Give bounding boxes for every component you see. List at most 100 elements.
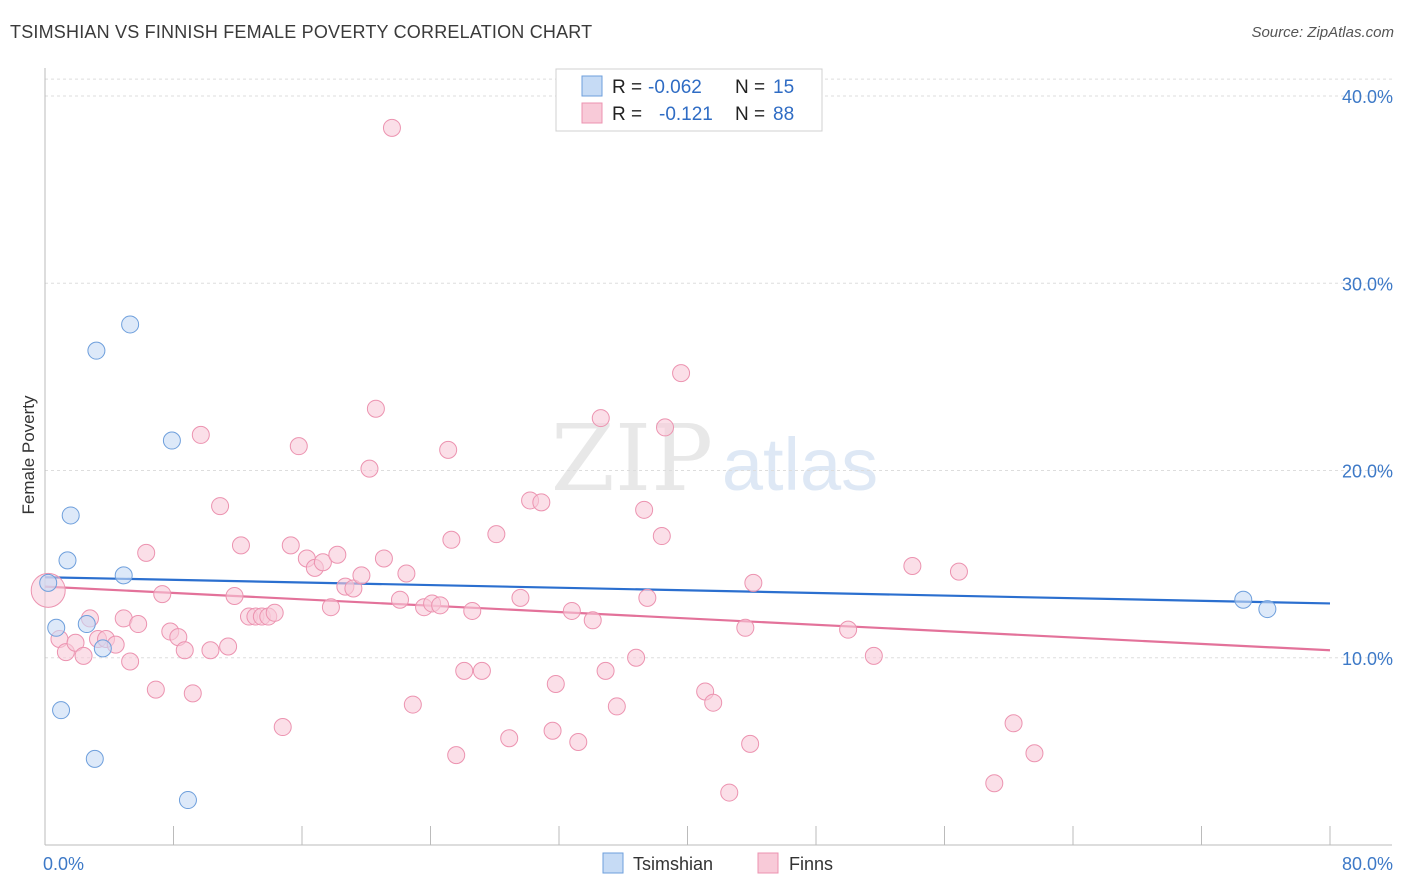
point-finns <box>1025 744 1044 763</box>
point-finns <box>146 680 165 699</box>
point-finns <box>382 118 401 137</box>
point-tsimshian <box>61 506 80 525</box>
watermark-zip: ZIP <box>551 405 713 512</box>
point-finns <box>511 588 530 607</box>
point-finns <box>744 573 763 592</box>
point-finns <box>360 459 379 478</box>
legend-r-label-2: R = <box>612 104 642 125</box>
point-finns <box>289 437 308 456</box>
point-finns <box>175 641 194 660</box>
point-finns <box>949 562 968 581</box>
point-finns <box>839 620 858 639</box>
point-finns <box>397 564 416 583</box>
point-finns <box>627 648 646 667</box>
point-finns <box>191 425 210 444</box>
point-finns <box>137 543 156 562</box>
legend-n-label-2: N = <box>735 104 765 125</box>
point-tsimshian <box>114 566 133 585</box>
point-finns <box>403 695 422 714</box>
y-tick-label: 20.0% <box>1342 462 1393 482</box>
point-finns <box>313 553 332 572</box>
point-tsimshian <box>39 573 58 592</box>
point-finns <box>439 440 458 459</box>
bottom-legend-tsimshian: Tsimshian <box>633 854 713 874</box>
legend-r-value-1: -0.062 <box>648 77 702 98</box>
point-finns <box>328 545 347 564</box>
point-finns <box>390 590 409 609</box>
point-tsimshian <box>1234 590 1253 609</box>
chart-title: TSIMSHIAN VS FINNISH FEMALE POVERTY CORR… <box>10 22 593 42</box>
watermark-atlas: atlas <box>722 423 878 506</box>
point-finns <box>374 549 393 568</box>
legend-n-label-1: N = <box>735 77 765 98</box>
point-finns <box>463 601 482 620</box>
axes <box>44 68 1392 846</box>
point-finns <box>442 530 461 549</box>
bottom-legend-swatch-tsimshian <box>602 852 624 874</box>
point-finns <box>231 536 250 555</box>
point-finns <box>455 661 474 680</box>
correlation-legend: R = -0.062 N = 15 R = -0.121 N = 88 <box>555 68 823 132</box>
point-finns <box>704 693 723 712</box>
point-finns <box>487 525 506 544</box>
bottom-legend-swatch-finns <box>757 852 779 874</box>
point-tsimshian <box>58 551 77 570</box>
point-finns <box>219 637 238 656</box>
point-finns <box>366 399 385 418</box>
y-tick-label: 10.0% <box>1342 649 1393 669</box>
point-finns <box>281 536 300 555</box>
point-finns <box>903 556 922 575</box>
trend-line-tsimshian <box>44 576 1331 605</box>
point-finns <box>352 566 371 585</box>
point-finns <box>431 596 450 615</box>
point-tsimshian <box>93 639 112 658</box>
point-finns <box>720 783 739 802</box>
point-finns <box>66 633 85 652</box>
point-finns <box>985 774 1004 793</box>
x-tick-label-min: 0.0% <box>43 854 84 874</box>
point-finns <box>583 611 602 630</box>
point-finns <box>591 409 610 428</box>
point-finns <box>211 497 230 516</box>
legend-swatch-tsimshian <box>581 75 603 97</box>
data-points <box>30 118 1277 810</box>
point-tsimshian <box>1258 600 1277 619</box>
y-tick-label: 30.0% <box>1342 274 1393 294</box>
y-tick-label: 40.0% <box>1342 87 1393 107</box>
point-tsimshian <box>121 315 140 334</box>
point-finns <box>532 493 551 512</box>
bottom-legend-finns: Finns <box>789 854 833 874</box>
point-finns <box>74 646 93 665</box>
point-finns <box>273 718 292 737</box>
point-tsimshian <box>162 431 181 450</box>
point-finns <box>500 729 519 748</box>
legend-n-value-1: 15 <box>773 77 794 98</box>
point-tsimshian <box>47 618 66 637</box>
point-tsimshian <box>52 701 71 720</box>
legend-r-value-2: -0.121 <box>659 104 713 125</box>
point-finns <box>183 684 202 703</box>
point-finns <box>741 734 760 753</box>
point-finns <box>129 615 148 634</box>
point-tsimshian <box>85 749 104 768</box>
point-tsimshian <box>77 615 96 634</box>
legend-swatch-finns <box>581 102 603 124</box>
point-finns <box>472 661 491 680</box>
point-finns <box>569 733 588 752</box>
point-finns <box>447 746 466 765</box>
point-tsimshian <box>87 341 106 360</box>
point-finns <box>736 618 755 637</box>
point-finns <box>225 586 244 605</box>
x-tick-label-max: 80.0% <box>1342 854 1393 874</box>
point-finns <box>153 585 172 604</box>
legend-n-value-2: 88 <box>773 104 794 125</box>
point-finns <box>1004 714 1023 733</box>
trend-lines <box>44 576 1331 652</box>
chart-source: Source: ZipAtlas.com <box>1251 24 1394 41</box>
point-finns <box>121 652 140 671</box>
point-finns <box>344 579 363 598</box>
point-finns <box>635 500 654 519</box>
point-finns <box>652 527 671 546</box>
series-legend: Tsimshian Finns <box>602 852 833 874</box>
